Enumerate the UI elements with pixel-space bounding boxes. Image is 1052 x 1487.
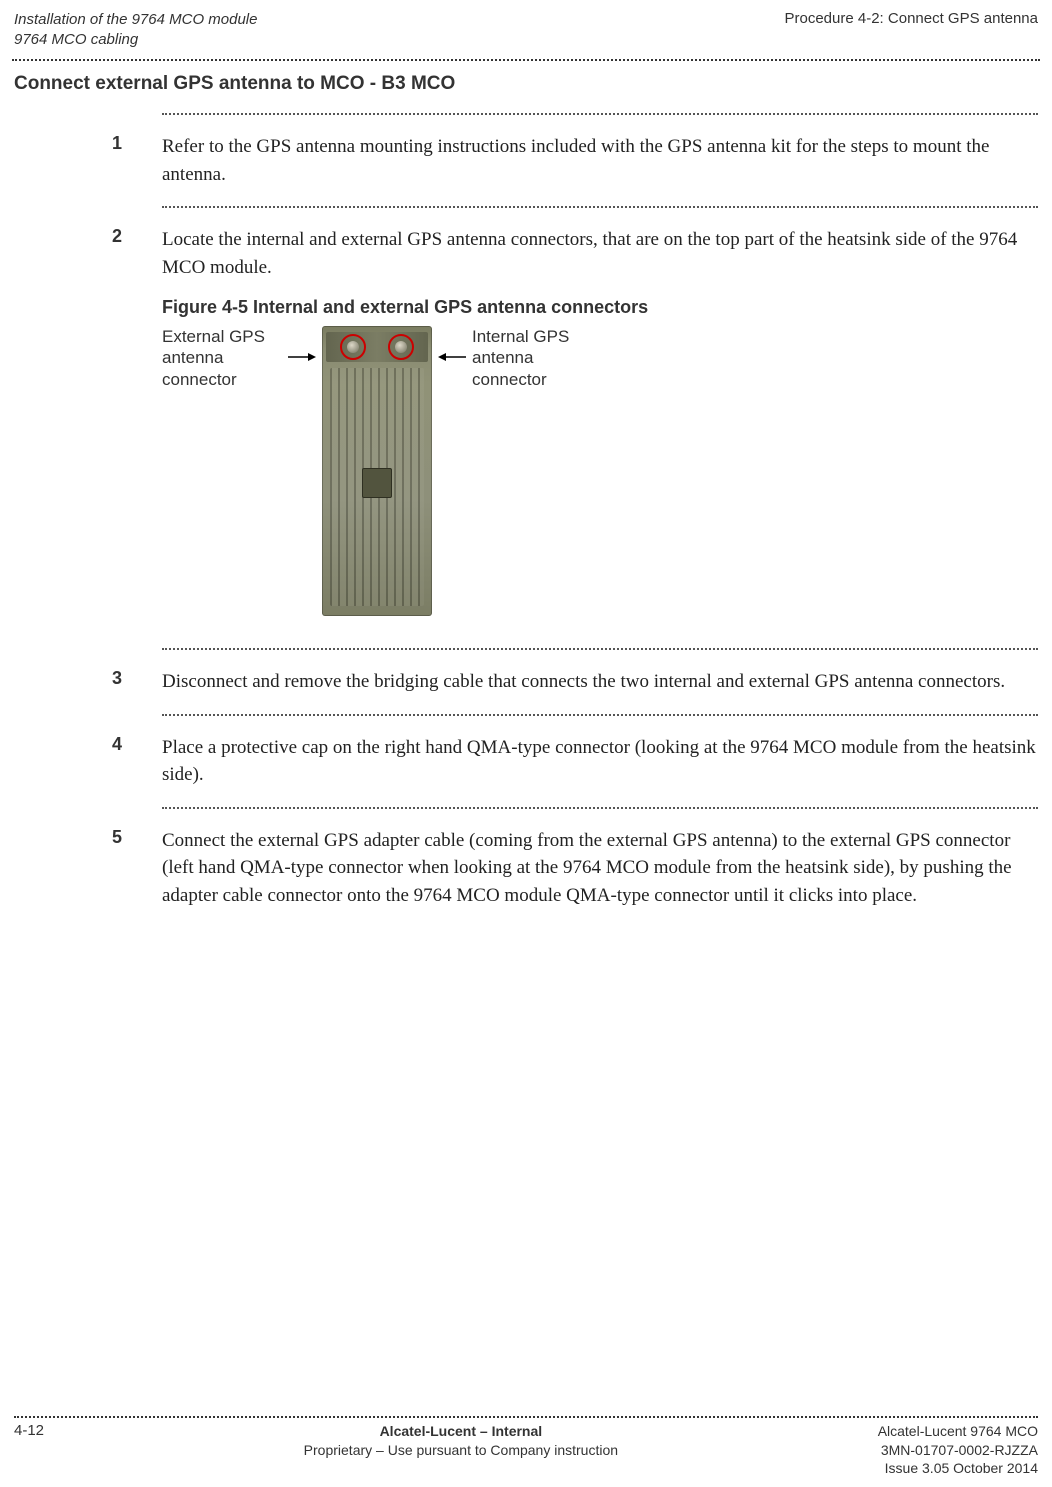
connector-inner: [347, 341, 359, 353]
figure-4-5: External GPS antenna connector: [162, 326, 1038, 616]
step-text: Refer to the GPS antenna mounting instru…: [162, 133, 1038, 188]
step-2: 2 Locate the internal and external GPS a…: [162, 226, 1038, 616]
page-footer: 4-12 Alcatel-Lucent – Internal Proprieta…: [0, 1416, 1052, 1477]
footer-center-l2: Proprietary – Use pursuant to Company in…: [304, 1441, 618, 1459]
footer-center-l1: Alcatel-Lucent – Internal: [304, 1422, 618, 1440]
section-title: Connect external GPS antenna to MCO - B3…: [0, 71, 1052, 113]
header-divider: [12, 59, 1040, 61]
step-3: 3 Disconnect and remove the bridging cab…: [162, 668, 1038, 696]
step-divider: [162, 648, 1038, 650]
step-divider: [162, 206, 1038, 208]
footer-divider: [14, 1416, 1038, 1418]
footer-right-l3: Issue 3.05 October 2014: [878, 1459, 1038, 1477]
figure-caption: Figure 4-5 Internal and external GPS ant…: [162, 297, 1038, 318]
figure-left-label-l1: External GPS: [162, 326, 282, 347]
step-divider: [162, 807, 1038, 809]
step-text: Place a protective cap on the right hand…: [162, 734, 1038, 789]
header-left-line1: Installation of the 9764 MCO module: [14, 10, 257, 30]
step-1: 1 Refer to the GPS antenna mounting inst…: [162, 133, 1038, 188]
mco-module-image: [322, 326, 432, 616]
arrow-left-icon: [288, 352, 316, 362]
footer-row: 4-12 Alcatel-Lucent – Internal Proprieta…: [14, 1422, 1038, 1477]
external-gps-connector-circle: [340, 334, 366, 360]
step-divider: [162, 113, 1038, 115]
arrow-right-icon: [438, 352, 466, 362]
footer-right-l1: Alcatel-Lucent 9764 MCO: [878, 1422, 1038, 1440]
step-text: Connect the external GPS adapter cable (…: [162, 827, 1038, 910]
figure-left-label: External GPS antenna connector: [162, 326, 282, 390]
step-text: Locate the internal and external GPS ant…: [162, 226, 1038, 281]
step-number: 5: [112, 827, 122, 848]
step-4: 4 Place a protective cap on the right ha…: [162, 734, 1038, 789]
step-text: Disconnect and remove the bridging cable…: [162, 668, 1038, 696]
footer-right: Alcatel-Lucent 9764 MCO 3MN-01707-0002-R…: [878, 1422, 1038, 1477]
module-center-box: [362, 468, 392, 498]
step-number: 1: [112, 133, 122, 154]
page-header: Installation of the 9764 MCO module 9764…: [0, 10, 1052, 53]
step-divider: [162, 714, 1038, 716]
footer-center: Alcatel-Lucent – Internal Proprietary – …: [304, 1422, 618, 1458]
figure-right-label: Internal GPS antenna connector: [472, 326, 592, 390]
header-left-line2: 9764 MCO cabling: [14, 30, 257, 50]
step-number: 2: [112, 226, 122, 247]
header-left: Installation of the 9764 MCO module 9764…: [14, 10, 257, 49]
connector-inner: [395, 341, 407, 353]
step-number: 3: [112, 668, 122, 689]
figure-right-label-l3: connector: [472, 369, 592, 390]
figure-left-label-l2: antenna: [162, 347, 282, 368]
step-number: 4: [112, 734, 122, 755]
footer-right-l2: 3MN-01707-0002-RJZZA: [878, 1441, 1038, 1459]
footer-page-number: 4-12: [14, 1422, 44, 1439]
step-5: 5 Connect the external GPS adapter cable…: [162, 827, 1038, 910]
header-right: Procedure 4-2: Connect GPS antenna: [785, 10, 1039, 49]
internal-gps-connector-circle: [388, 334, 414, 360]
figure-left-label-l3: connector: [162, 369, 282, 390]
figure-right-label-l1: Internal GPS: [472, 326, 592, 347]
figure-right-label-l2: antenna: [472, 347, 592, 368]
steps-area: 1 Refer to the GPS antenna mounting inst…: [0, 113, 1052, 909]
